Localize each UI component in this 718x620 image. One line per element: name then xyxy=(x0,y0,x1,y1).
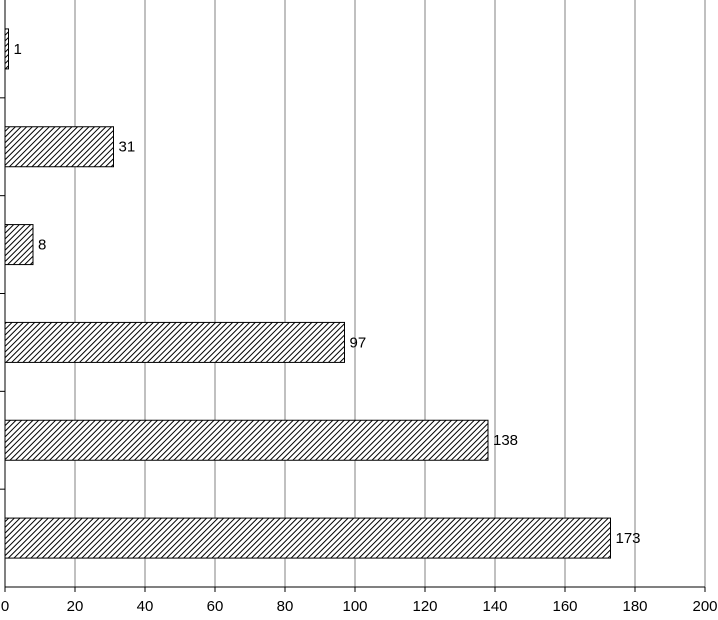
x-tick-label: 20 xyxy=(67,598,84,615)
data-label: 31 xyxy=(119,139,136,156)
x-tick-label: 140 xyxy=(482,598,507,615)
x-tick-label: 0 xyxy=(1,598,9,615)
x-tick-label: 60 xyxy=(207,598,224,615)
bar xyxy=(4,224,34,266)
x-tick-label: 80 xyxy=(277,598,294,615)
data-label: 8 xyxy=(38,237,46,254)
bar xyxy=(4,419,489,461)
bar xyxy=(4,517,611,559)
x-tick-label: 180 xyxy=(622,598,647,615)
bar xyxy=(4,126,114,168)
x-tick-label: 120 xyxy=(412,598,437,615)
x-tick-label: 40 xyxy=(137,598,154,615)
bar xyxy=(4,28,9,70)
data-label: 173 xyxy=(616,530,641,547)
x-tick-label: 100 xyxy=(342,598,367,615)
x-tick-label: 160 xyxy=(552,598,577,615)
bar xyxy=(4,321,345,363)
data-label: 1 xyxy=(14,41,22,58)
data-label: 138 xyxy=(493,432,518,449)
data-label: 97 xyxy=(350,334,367,351)
x-tick-label: 200 xyxy=(692,598,717,615)
